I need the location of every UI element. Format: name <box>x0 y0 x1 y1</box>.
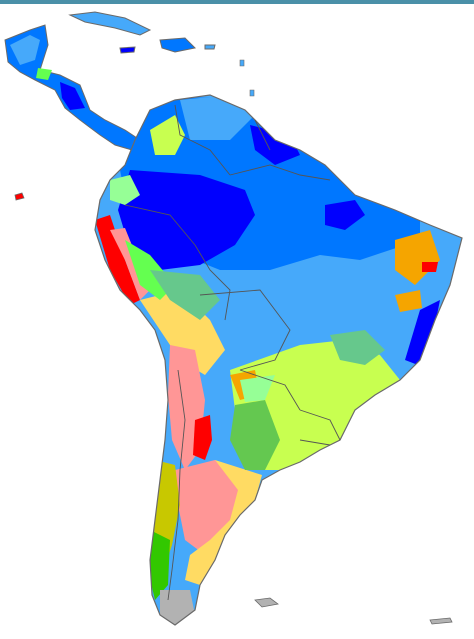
south-america-coastline <box>94 94 463 626</box>
central-america-rainforest <box>60 82 85 110</box>
zone-rainforest-east-coast <box>405 300 440 365</box>
caribbean-lesser-antilles-south <box>249 89 255 97</box>
south-america <box>94 94 463 626</box>
country-borders <box>124 104 341 601</box>
zone-tundra-tip <box>160 590 195 625</box>
zone-hot-desert-nordeste <box>422 262 438 272</box>
zone-humid-pampas <box>230 400 280 470</box>
zone-cold-steppe-patagonia <box>185 460 262 585</box>
border-brazil-north <box>229 164 331 181</box>
zone-humid-subtropical-west <box>240 375 275 402</box>
hispaniola-island <box>159 37 197 53</box>
zone-hot-steppe-east <box>395 290 422 312</box>
zone-highland-altiplano <box>140 290 225 375</box>
zone-hot-desert-peru <box>95 215 140 305</box>
border-colombia-venezuela <box>174 104 231 176</box>
falkland-islands <box>254 597 279 608</box>
zone-savanna-andes <box>150 270 220 320</box>
zone-rainforest-coast <box>325 200 365 230</box>
border-colombia-peru <box>124 204 196 246</box>
zone-highland-andes-ecuador <box>110 175 140 205</box>
south-georgia-island <box>429 617 453 625</box>
caribbean-lesser-antilles <box>239 59 245 67</box>
galapagos-islands <box>14 192 25 201</box>
zone-oceanic-south <box>148 530 170 600</box>
islands <box>14 59 453 625</box>
zone-subpolar-east <box>330 330 385 365</box>
cuba-island <box>68 11 152 36</box>
border-chile-argentina <box>167 369 186 601</box>
zone-hot-desert-andes <box>193 415 212 460</box>
zone-rainforest-amazon <box>118 170 255 270</box>
frame-top-border <box>0 0 474 4</box>
jamaica-island <box>119 46 136 54</box>
border-peru-brazil <box>194 244 231 321</box>
central-america <box>4 11 216 151</box>
zone-highland-andes-north <box>150 115 185 155</box>
border-paraguay <box>239 369 301 411</box>
border-venezuela-guyana <box>254 119 271 151</box>
central-america-highland <box>36 68 52 80</box>
border-bolivia <box>199 289 291 371</box>
border-uruguay <box>299 439 331 446</box>
central-america-savanna <box>10 35 40 65</box>
border-argentina-brazil <box>299 409 341 441</box>
puerto-rico-island <box>204 44 216 50</box>
